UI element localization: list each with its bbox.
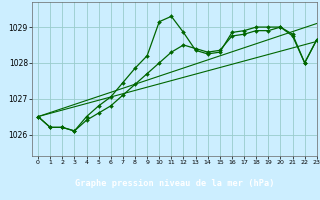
Text: Graphe pression niveau de la mer (hPa): Graphe pression niveau de la mer (hPa)	[75, 180, 274, 188]
